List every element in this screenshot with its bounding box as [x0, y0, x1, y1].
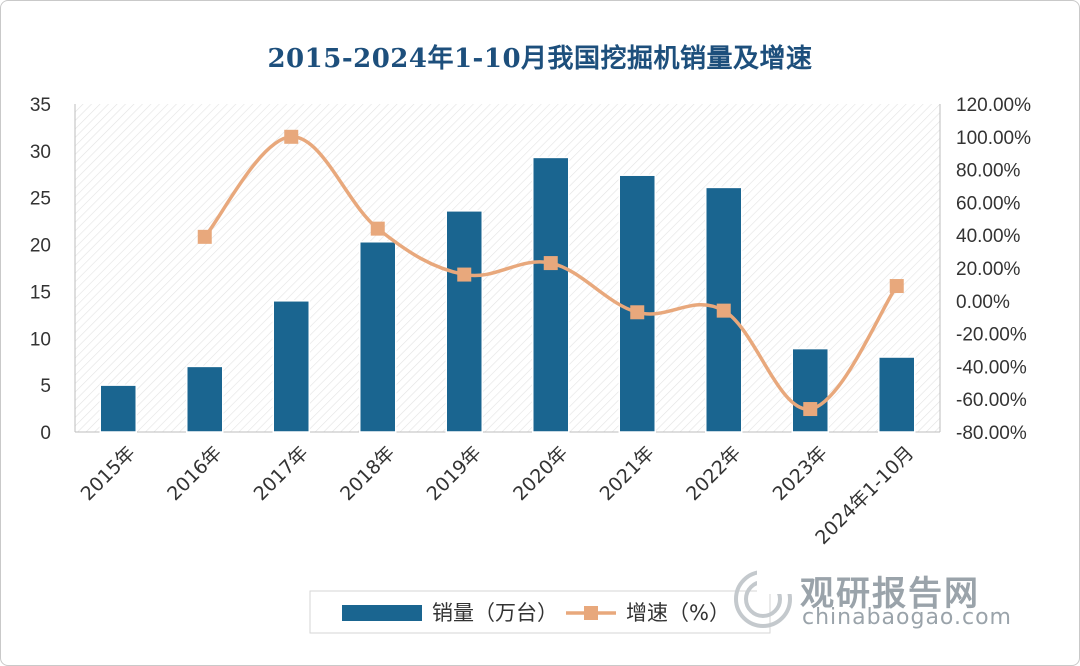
y-left-tick-label: 25: [30, 189, 51, 210]
x-tick-label: 2022年: [682, 442, 745, 505]
growth-marker: [284, 129, 299, 144]
growth-marker: [543, 256, 558, 271]
bar: [532, 156, 570, 433]
growth-marker: [630, 305, 645, 320]
y-left-tick-label: 5: [40, 376, 51, 397]
chart-title: 2015-2024年1-10月我国挖掘机销量及增速: [267, 44, 813, 74]
y-right-tick-label: 40.00%: [956, 226, 1021, 247]
y-left-tick-label: 30: [30, 142, 51, 163]
y-right-tick-label: -20.00%: [956, 325, 1027, 346]
growth-marker: [370, 221, 385, 236]
x-tick-label: 2020年: [509, 442, 572, 505]
bar: [99, 384, 137, 433]
legend-swatch-bar: [342, 605, 422, 621]
growth-marker: [716, 303, 731, 318]
y-right-tick-label: 0.00%: [956, 292, 1010, 313]
bar: [445, 210, 483, 433]
legend-swatch-marker: [584, 606, 598, 620]
y-left-tick-label: 10: [30, 329, 51, 350]
y-left-tick-label: 0: [40, 423, 51, 444]
x-tick-label: 2017年: [250, 442, 313, 505]
watermark-text-en: chinabaogao.com: [802, 605, 1012, 630]
bar: [359, 241, 397, 433]
y-right-tick-label: 20.00%: [956, 259, 1021, 280]
y-right-tick-label: 100.00%: [956, 128, 1031, 149]
watermark-logo-icon: [734, 570, 793, 628]
y-right-tick-label: 120.00%: [956, 95, 1031, 116]
growth-marker: [457, 267, 472, 282]
growth-marker: [197, 229, 212, 244]
x-tick-label: 2019年: [423, 442, 486, 505]
y-right-tick-label: -40.00%: [956, 357, 1027, 378]
y-right-tick-label: 60.00%: [956, 193, 1021, 214]
x-tick-label: 2018年: [336, 442, 399, 505]
bar: [186, 365, 224, 433]
legend-label-bar: 销量（万台）: [432, 601, 558, 625]
legend-label-line: 增速（%）: [626, 601, 730, 625]
bar: [878, 356, 916, 433]
bar: [791, 347, 829, 433]
watermark-text-cn: 观研报告网: [800, 574, 980, 614]
y-right-tick-label: -60.00%: [956, 390, 1027, 411]
bar: [272, 300, 310, 433]
x-tick-label: 2016年: [163, 442, 226, 505]
x-tick-label: 2021年: [596, 442, 659, 505]
growth-marker: [803, 402, 818, 417]
growth-marker: [889, 279, 904, 294]
y-left-tick-label: 20: [30, 236, 51, 257]
x-tick-label: 2015年: [77, 442, 140, 505]
y-right-tick-label: 80.00%: [956, 161, 1021, 182]
bar: [618, 174, 656, 433]
x-tick-label: 2023年: [769, 442, 832, 505]
y-left-tick-label: 35: [30, 95, 51, 116]
y-left-tick-label: 15: [30, 282, 51, 303]
watermark: 观研报告网 chinabaogao.com: [730, 560, 1030, 640]
y-right-tick-label: -80.00%: [956, 423, 1027, 444]
